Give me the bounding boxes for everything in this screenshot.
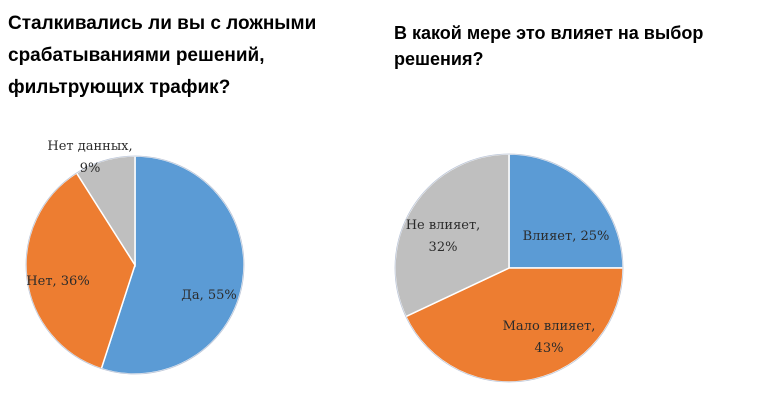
chart-1-outline: [25, 155, 245, 375]
chart-2-slice-3: [394, 153, 510, 318]
chart-1-slice-3: [75, 155, 136, 268]
chart-1-slice-2: [25, 171, 136, 370]
chart-2-slice-3-label: Не влияет, 32%: [406, 218, 481, 255]
chart-2-outline: [394, 153, 624, 383]
chart-2-slice-1: [508, 153, 624, 269]
chart-2-slice-1-label: Влияет, 25%: [523, 229, 610, 244]
chart-1-slice-3-label: Нет данных, 9%: [47, 139, 132, 176]
chart-1-title: Сталкивались ли вы с ложными срабатывани…: [8, 13, 317, 98]
chart-1-slice-1: [100, 155, 245, 375]
chart-1-slice-2-label: Нет, 36%: [26, 274, 89, 289]
chart-2-title: В какой мере это влияет на выбор решения…: [394, 23, 704, 69]
chart-1-slice-1-label: Да, 55%: [181, 288, 236, 303]
chart-2-slice-2-label: Мало влияет, 43%: [503, 319, 596, 356]
chart-2-slice-2: [404, 267, 624, 383]
